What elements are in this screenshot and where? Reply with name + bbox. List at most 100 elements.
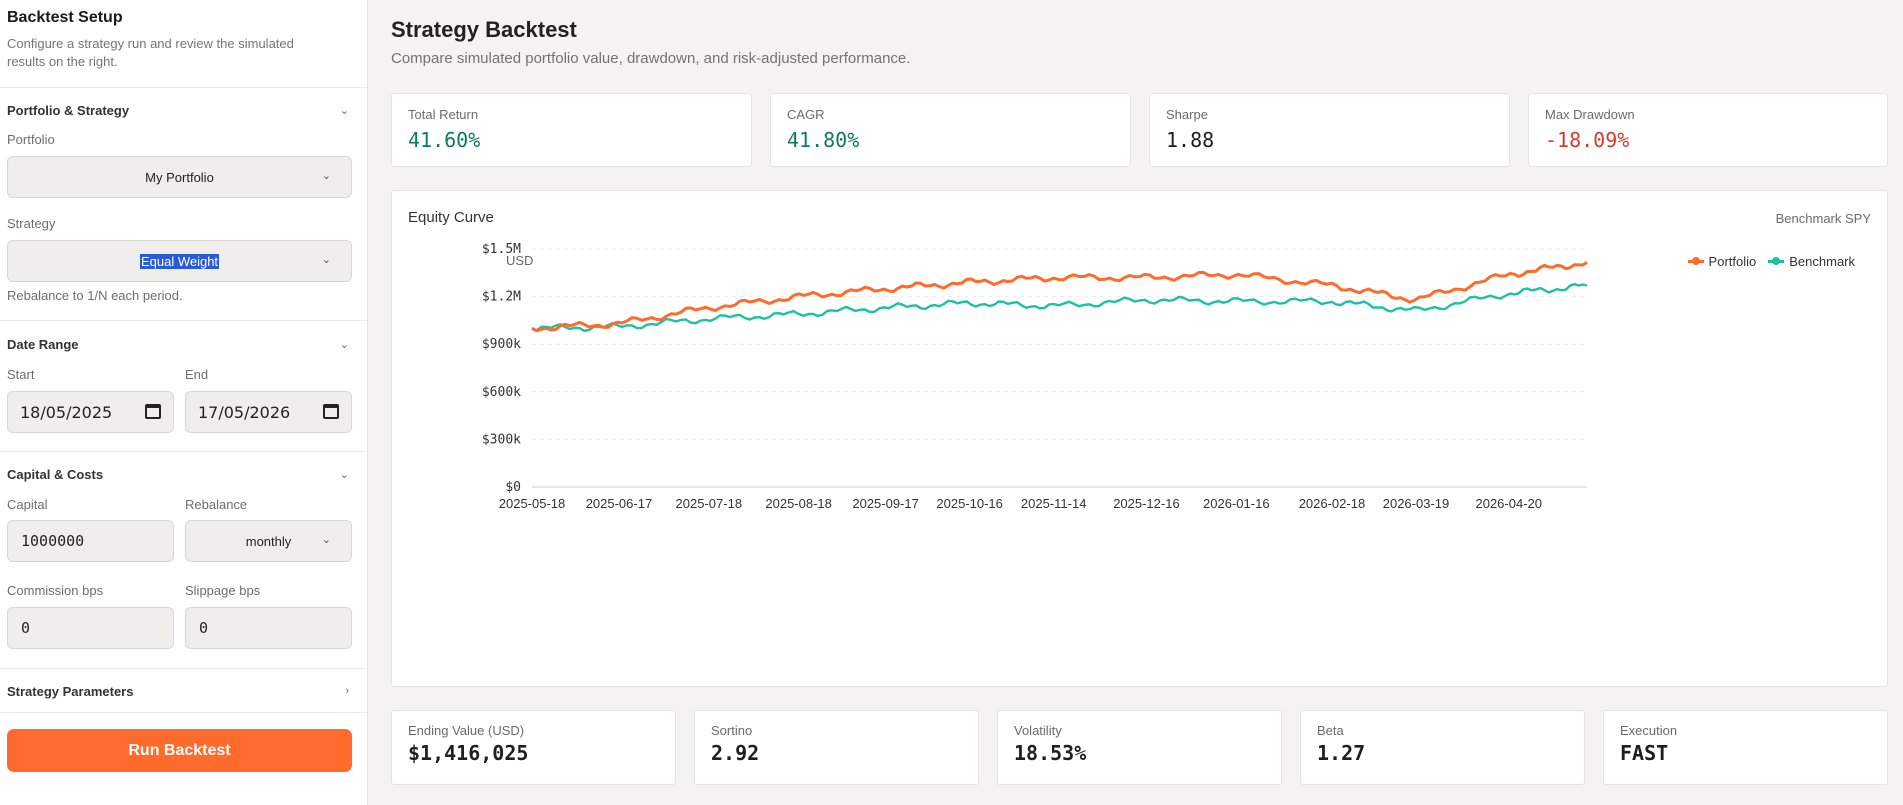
section-portfolio-strategy: Portfolio & Strategy ⌄ Portfolio My Port… bbox=[0, 88, 367, 321]
page-title: Strategy Backtest bbox=[391, 17, 577, 42]
strategy-select-value: Equal Weight bbox=[139, 253, 220, 269]
chevron-down-icon: ⌄ bbox=[339, 468, 349, 481]
equity-curve-chart: USD $0 $300k $600k $900k $1.2M $1.5M 2025-05-18… bbox=[482, 242, 1588, 511]
section-capital-costs: Capital & Costs ⌄ Capital 1000000 Rebala… bbox=[0, 452, 367, 669]
chevron-down-icon: ⌄ bbox=[339, 338, 349, 351]
x-tick-label: 2025-09-17 bbox=[852, 496, 919, 511]
slippage-label: Slippage bps bbox=[185, 583, 261, 598]
chevron-down-icon: ⌄ bbox=[321, 170, 331, 182]
metric-label: CAGR bbox=[787, 107, 825, 122]
y-tick-label: $900k bbox=[482, 337, 521, 352]
chevron-right-icon: › bbox=[345, 685, 349, 697]
chevron-down-icon: ⌄ bbox=[339, 104, 349, 117]
section-strategy-parameters: Strategy Parameters › bbox=[0, 669, 367, 713]
commission-input[interactable]: 0 bbox=[7, 607, 174, 649]
section-header-portfolio-strategy[interactable]: Portfolio & Strategy ⌄ bbox=[7, 100, 349, 120]
sidebar-title: Backtest Setup bbox=[7, 9, 123, 26]
legend-label: Portfolio bbox=[1708, 254, 1757, 269]
x-tick-label: 2025-07-18 bbox=[676, 496, 743, 511]
bottom-metric-volatility: Volatility 18.53% bbox=[997, 710, 1282, 785]
chevron-down-icon: ⌄ bbox=[321, 254, 331, 266]
equity-curve-card: USD $0 $300k $600k $900k $1.2M $1.5M 2025-05-18… bbox=[391, 190, 1888, 687]
metric-value: $1,416,025 bbox=[408, 741, 529, 765]
legend-swatch bbox=[1768, 257, 1785, 265]
start-date-input[interactable]: 18/05/2025 bbox=[7, 391, 174, 433]
metric-label: Sortino bbox=[711, 723, 753, 738]
metric-label: Volatility bbox=[1014, 723, 1062, 738]
section-header-date-range[interactable]: Date Range ⌄ bbox=[7, 334, 349, 354]
metric-card-sharpe: Sharpe 1.88 bbox=[1149, 93, 1510, 167]
x-tick-label: 2026-03-19 bbox=[1383, 496, 1450, 511]
calendar-icon[interactable] bbox=[145, 404, 161, 419]
metric-label: Execution bbox=[1620, 723, 1678, 738]
strategy-hint: Rebalance to 1/N each period. bbox=[7, 288, 183, 303]
series-line-benchmark bbox=[531, 282, 1588, 332]
x-tick-label: 2025-10-16 bbox=[936, 496, 1003, 511]
section-title: Strategy Parameters bbox=[7, 683, 134, 699]
metric-value: 18.53% bbox=[1014, 741, 1087, 765]
commission-label: Commission bps bbox=[7, 583, 104, 598]
metric-label: Beta bbox=[1317, 723, 1344, 738]
bottom-metric-sortino: Sortino 2.92 bbox=[694, 710, 979, 785]
metric-card-cagr: CAGR 41.80% bbox=[770, 93, 1131, 167]
slippage-input-value: 0 bbox=[199, 619, 209, 637]
x-tick-label: 2025-11-14 bbox=[1021, 496, 1087, 511]
x-tick-label: 2025-06-17 bbox=[586, 496, 653, 511]
x-tick-label: 2026-04-20 bbox=[1475, 496, 1542, 511]
end-date-value: 17/05/2026 bbox=[198, 402, 291, 422]
benchmark-label: Benchmark SPY bbox=[1775, 211, 1871, 226]
capital-label: Capital bbox=[7, 497, 48, 512]
metric-label: Max Drawdown bbox=[1545, 107, 1635, 122]
y-tick-label: $300k bbox=[482, 432, 521, 447]
portfolio-select[interactable]: My Portfolio ⌄ bbox=[7, 156, 352, 198]
metric-value: 2.92 bbox=[711, 741, 760, 765]
capital-input[interactable]: 1000000 bbox=[7, 520, 174, 562]
x-tick-label: 2026-02-18 bbox=[1299, 496, 1366, 511]
sidebar-header: Backtest Setup Configure a strategy run … bbox=[0, 0, 367, 88]
bottom-metric-ending-value: Ending Value (USD) $1,416,025 bbox=[391, 710, 676, 785]
legend-swatch bbox=[1687, 257, 1704, 265]
end-date-label: End bbox=[185, 367, 209, 382]
chart-legend: Portfolio Benchmark bbox=[1687, 254, 1855, 269]
metric-value: 1.88 bbox=[1166, 128, 1215, 152]
start-date-label: Start bbox=[7, 367, 35, 382]
rebalance-label: Rebalance bbox=[185, 497, 248, 512]
chevron-down-icon: ⌄ bbox=[321, 534, 331, 546]
page-subtitle: Compare simulated portfolio value, drawd… bbox=[391, 50, 911, 67]
section-title: Portfolio & Strategy bbox=[7, 102, 130, 118]
legend-item-benchmark[interactable]: Benchmark bbox=[1768, 254, 1855, 269]
metric-card-total-return: Total Return 41.60% bbox=[391, 93, 752, 167]
slippage-input[interactable]: 0 bbox=[185, 607, 352, 649]
legend-item-portfolio[interactable]: Portfolio bbox=[1687, 254, 1757, 269]
series-line-portfolio bbox=[531, 261, 1588, 333]
metric-value: -18.09% bbox=[1545, 128, 1630, 152]
rebalance-select-value: monthly bbox=[245, 533, 292, 549]
commission-input-value: 0 bbox=[21, 619, 31, 637]
x-tick-label: 2026-01-16 bbox=[1203, 496, 1270, 511]
metric-value: 41.60% bbox=[408, 128, 481, 152]
y-tick-label: $1.5M bbox=[482, 242, 521, 257]
calendar-icon[interactable] bbox=[323, 404, 339, 419]
sidebar: Backtest Setup Configure a strategy run … bbox=[0, 0, 368, 805]
metric-label: Total Return bbox=[408, 107, 479, 122]
portfolio-select-value: My Portfolio bbox=[145, 169, 214, 185]
strategy-select[interactable]: Equal Weight ⌄ bbox=[7, 240, 352, 282]
y-tick-label: $600k bbox=[482, 385, 521, 400]
legend-label: Benchmark bbox=[1789, 254, 1855, 269]
section-header-capital-costs[interactable]: Capital & Costs ⌄ bbox=[7, 464, 349, 484]
section-header-strategy-parameters[interactable]: Strategy Parameters › bbox=[7, 681, 349, 701]
x-tick-label: 2025-08-18 bbox=[765, 496, 832, 511]
metric-value: 41.80% bbox=[787, 128, 860, 152]
metric-label: Sharpe bbox=[1166, 107, 1208, 122]
capital-input-value: 1000000 bbox=[21, 532, 85, 550]
bottom-metric-beta: Beta 1.27 bbox=[1300, 710, 1585, 785]
portfolio-label: Portfolio bbox=[7, 132, 55, 147]
strategy-label: Strategy bbox=[7, 216, 56, 231]
end-date-input[interactable]: 17/05/2026 bbox=[185, 391, 352, 433]
start-date-value: 18/05/2025 bbox=[20, 402, 113, 422]
section-title: Capital & Costs bbox=[7, 466, 104, 482]
rebalance-select[interactable]: monthly ⌄ bbox=[185, 520, 352, 562]
chart-title: Equity Curve bbox=[408, 209, 494, 226]
metric-card-max-drawdown: Max Drawdown -18.09% bbox=[1528, 93, 1888, 167]
run-backtest-button[interactable]: Run Backtest bbox=[7, 729, 352, 772]
